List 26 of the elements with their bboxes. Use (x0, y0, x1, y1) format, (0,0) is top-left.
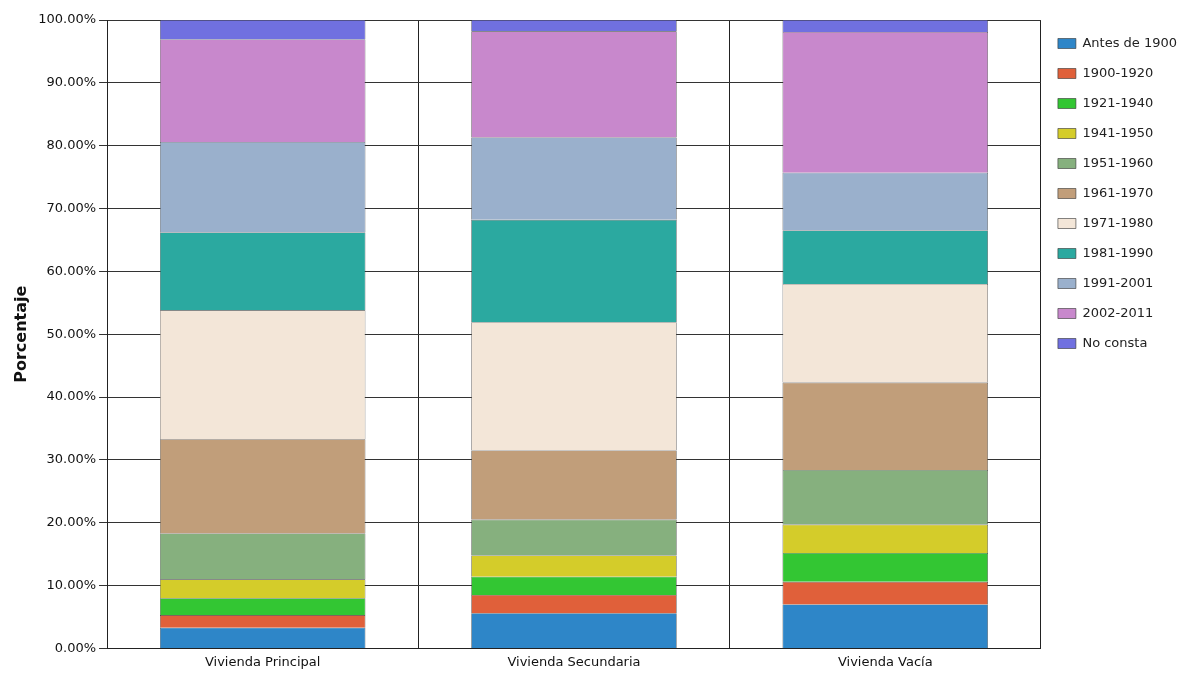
legend-label: 2002-2011 (1082, 304, 1154, 320)
y-tick-label: 40.00% (46, 388, 97, 404)
y-tick-label: 70.00% (46, 199, 97, 215)
y-tick-label: 20.00% (46, 514, 97, 530)
y-tick-label: 80.00% (46, 137, 97, 153)
legend-label: 1951-1960 (1082, 154, 1154, 170)
y-tick-label: 60.00% (46, 262, 97, 278)
y-tick-label: 90.00% (46, 74, 97, 90)
x-tick-label: Vivienda Principal (204, 653, 321, 669)
y-tick-label: 10.00% (46, 576, 97, 592)
y-tick-label: 0.00% (54, 639, 97, 655)
y-axis-title: Porcentaje (10, 285, 30, 383)
x-tick-label: Vivienda Vacía (837, 653, 933, 669)
y-tick-label: 50.00% (46, 325, 97, 341)
x-tick-label: Vivienda Secundaria (507, 653, 641, 669)
legend-label: No consta (1082, 334, 1148, 350)
y-tick-label: 100.00% (38, 11, 97, 27)
legend-label: 1981-1990 (1082, 244, 1154, 260)
legend-label: 1961-1970 (1082, 184, 1154, 200)
legend-label: 1921-1940 (1082, 94, 1154, 110)
legend-label: Antes de 1900 (1082, 34, 1178, 50)
legend-label: 1991-2001 (1082, 274, 1154, 290)
y-tick-label: 30.00% (46, 451, 97, 467)
legend-label: 1971-1980 (1082, 214, 1154, 230)
legend-label: 1941-1950 (1082, 124, 1154, 140)
legend-label: 1900-1920 (1082, 64, 1154, 80)
